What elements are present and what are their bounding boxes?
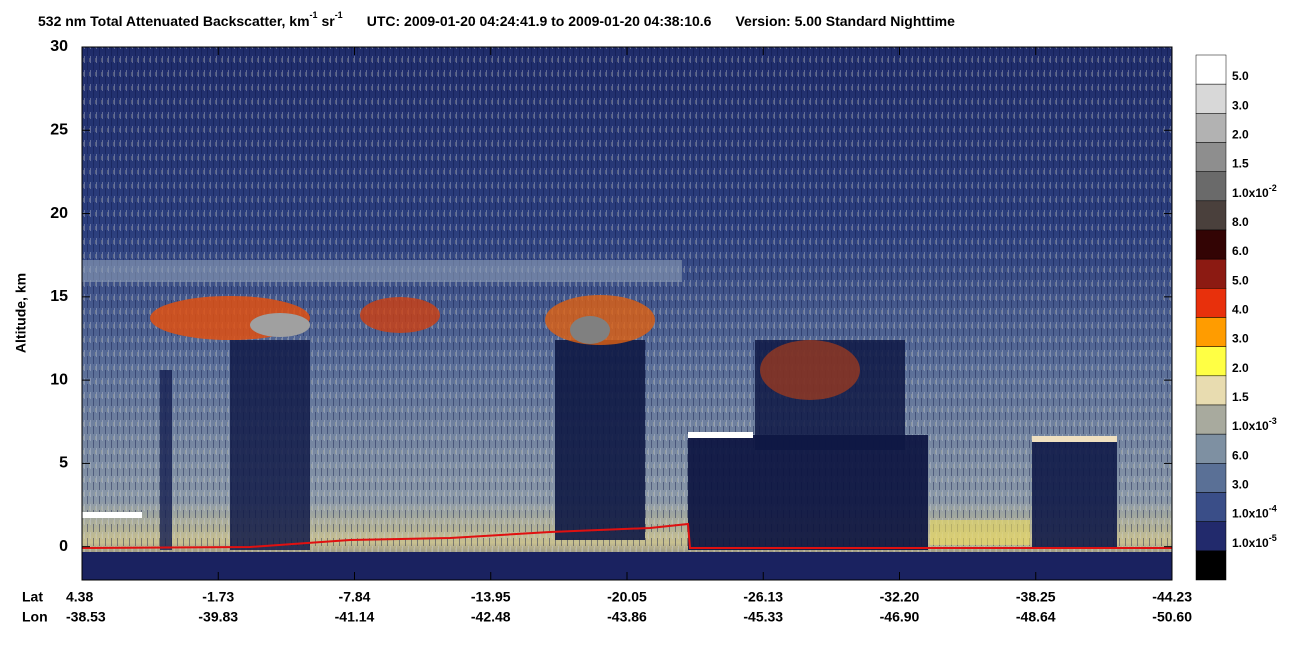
title-text: sr [318, 13, 336, 29]
colorbar-swatch [1195, 200, 1227, 231]
colorbar-label: 8.0 [1232, 215, 1249, 229]
title-exp: -1 [310, 10, 318, 20]
colorbar-label-text: 5.0 [1232, 274, 1249, 288]
colorbar-label-exp: -2 [1269, 183, 1277, 193]
y-tick-label: 15 [50, 288, 68, 305]
lat-label: -7.84 [339, 589, 371, 605]
colorbar-label: 6.0 [1232, 244, 1249, 258]
colorbar-label-exp: -5 [1269, 533, 1277, 543]
colorbar-label: 1.0x10-2 [1232, 183, 1277, 200]
colorbar-swatch [1195, 171, 1227, 202]
colorbar-label: 2.0 [1232, 128, 1249, 142]
y-tick-label: 0 [59, 538, 68, 555]
lon-label: -43.86 [607, 609, 647, 625]
colorbar-label-text: 1.0x10 [1232, 419, 1269, 433]
colorbar-label: 2.0 [1232, 361, 1249, 375]
colorbar-swatch [1195, 317, 1227, 347]
colorbar-label-text: 1.5 [1232, 157, 1249, 171]
colorbar-swatch [1195, 404, 1227, 435]
y-tick-label: 30 [50, 38, 68, 55]
chart-title: 532 nm Total Attenuated Backscatter, km-… [38, 10, 955, 28]
colorbar-swatch [1195, 113, 1227, 143]
colorbar-swatch [1195, 229, 1227, 260]
colorbar-swatch [1195, 83, 1227, 114]
colorbar-label-text: 4.0 [1232, 303, 1249, 317]
colorbar-swatch [1195, 375, 1227, 406]
lon-label: -46.90 [880, 609, 920, 625]
colorbar-swatch [1195, 346, 1227, 377]
colorbar-label-text: 6.0 [1232, 244, 1249, 258]
colorbar-label-text: 6.0 [1232, 449, 1249, 463]
colorbar-label: 3.0 [1232, 478, 1249, 492]
colorbar-label: 1.0x10-5 [1232, 533, 1277, 550]
colorbar-label-text: 2.0 [1232, 361, 1249, 375]
lat-label: -13.95 [471, 589, 511, 605]
title-time: UTC: 2009-01-20 04:24:41.9 to 2009-01-20… [367, 13, 712, 29]
colorbar-label: 6.0 [1232, 449, 1249, 463]
lat-label: -32.20 [880, 589, 920, 605]
colorbar-label-text: 3.0 [1232, 99, 1249, 113]
colorbar-label-exp: -3 [1269, 417, 1277, 427]
y-axis-label: Altitude, km [13, 273, 29, 353]
title-exp: -1 [335, 10, 343, 20]
lat-label: -20.05 [607, 589, 647, 605]
lon-label: -39.83 [198, 609, 238, 625]
y-tick-label: 25 [50, 122, 68, 139]
y-tick-label: 5 [59, 455, 68, 472]
lat-label: -1.73 [202, 589, 234, 605]
colorbar-label-text: 5.0 [1232, 69, 1249, 83]
lon-label: -41.14 [335, 609, 375, 625]
colorbar-label: 1.5 [1232, 157, 1249, 171]
colorbar-swatch [1195, 433, 1227, 464]
colorbar-label-text: 1.5 [1232, 390, 1249, 404]
lat-label: -44.23 [1152, 589, 1192, 605]
colorbar-label: 5.0 [1232, 69, 1249, 83]
lat-title: Lat [22, 589, 43, 605]
lat-label: -26.13 [743, 589, 783, 605]
lon-label: -45.33 [743, 609, 783, 625]
colorbar-swatch [1195, 142, 1227, 172]
lon-label: -38.53 [66, 609, 106, 625]
colorbar-label-exp: -4 [1269, 504, 1277, 514]
colorbar-label: 1.0x10-3 [1232, 417, 1277, 434]
title-version: Version: 5.00 Standard Nighttime [735, 13, 955, 29]
colorbar-label: 3.0 [1232, 99, 1249, 113]
colorbar-swatch [1195, 54, 1227, 85]
backscatter-field [82, 47, 1172, 580]
colorbar-label-text: 3.0 [1232, 332, 1249, 346]
colorbar-label-text: 2.0 [1232, 128, 1249, 142]
lon-label: -48.64 [1016, 609, 1056, 625]
colorbar-label: 1.0x10-4 [1232, 504, 1277, 521]
colorbar-label: 1.5 [1232, 390, 1249, 404]
lat-label: 4.38 [66, 589, 93, 605]
lat-label: -38.25 [1016, 589, 1056, 605]
title-text: 532 nm Total Attenuated Backscatter, km [38, 13, 310, 29]
colorbar-label-text: 1.0x10 [1232, 507, 1269, 521]
colorbar-swatch [1195, 288, 1227, 318]
colorbar-swatch [1195, 521, 1227, 552]
colorbar-label-text: 1.0x10 [1232, 186, 1269, 200]
colorbar-label-text: 8.0 [1232, 215, 1249, 229]
colorbar-swatch [1195, 550, 1227, 581]
colorbar-label: 3.0 [1232, 332, 1249, 346]
colorbar-swatch [1195, 463, 1227, 493]
colorbar-swatch [1195, 492, 1227, 522]
lon-label: -50.60 [1152, 609, 1192, 625]
colorbar-swatch [1195, 258, 1227, 289]
y-tick-label: 20 [50, 205, 68, 222]
y-tick-label: 10 [50, 371, 68, 388]
lon-title: Lon [22, 609, 48, 625]
colorbar-label: 5.0 [1232, 274, 1249, 288]
lon-label: -42.48 [471, 609, 511, 625]
colorbar-label-text: 1.0x10 [1232, 536, 1269, 550]
colorbar-label-text: 3.0 [1232, 478, 1249, 492]
colorbar-label: 4.0 [1232, 303, 1249, 317]
